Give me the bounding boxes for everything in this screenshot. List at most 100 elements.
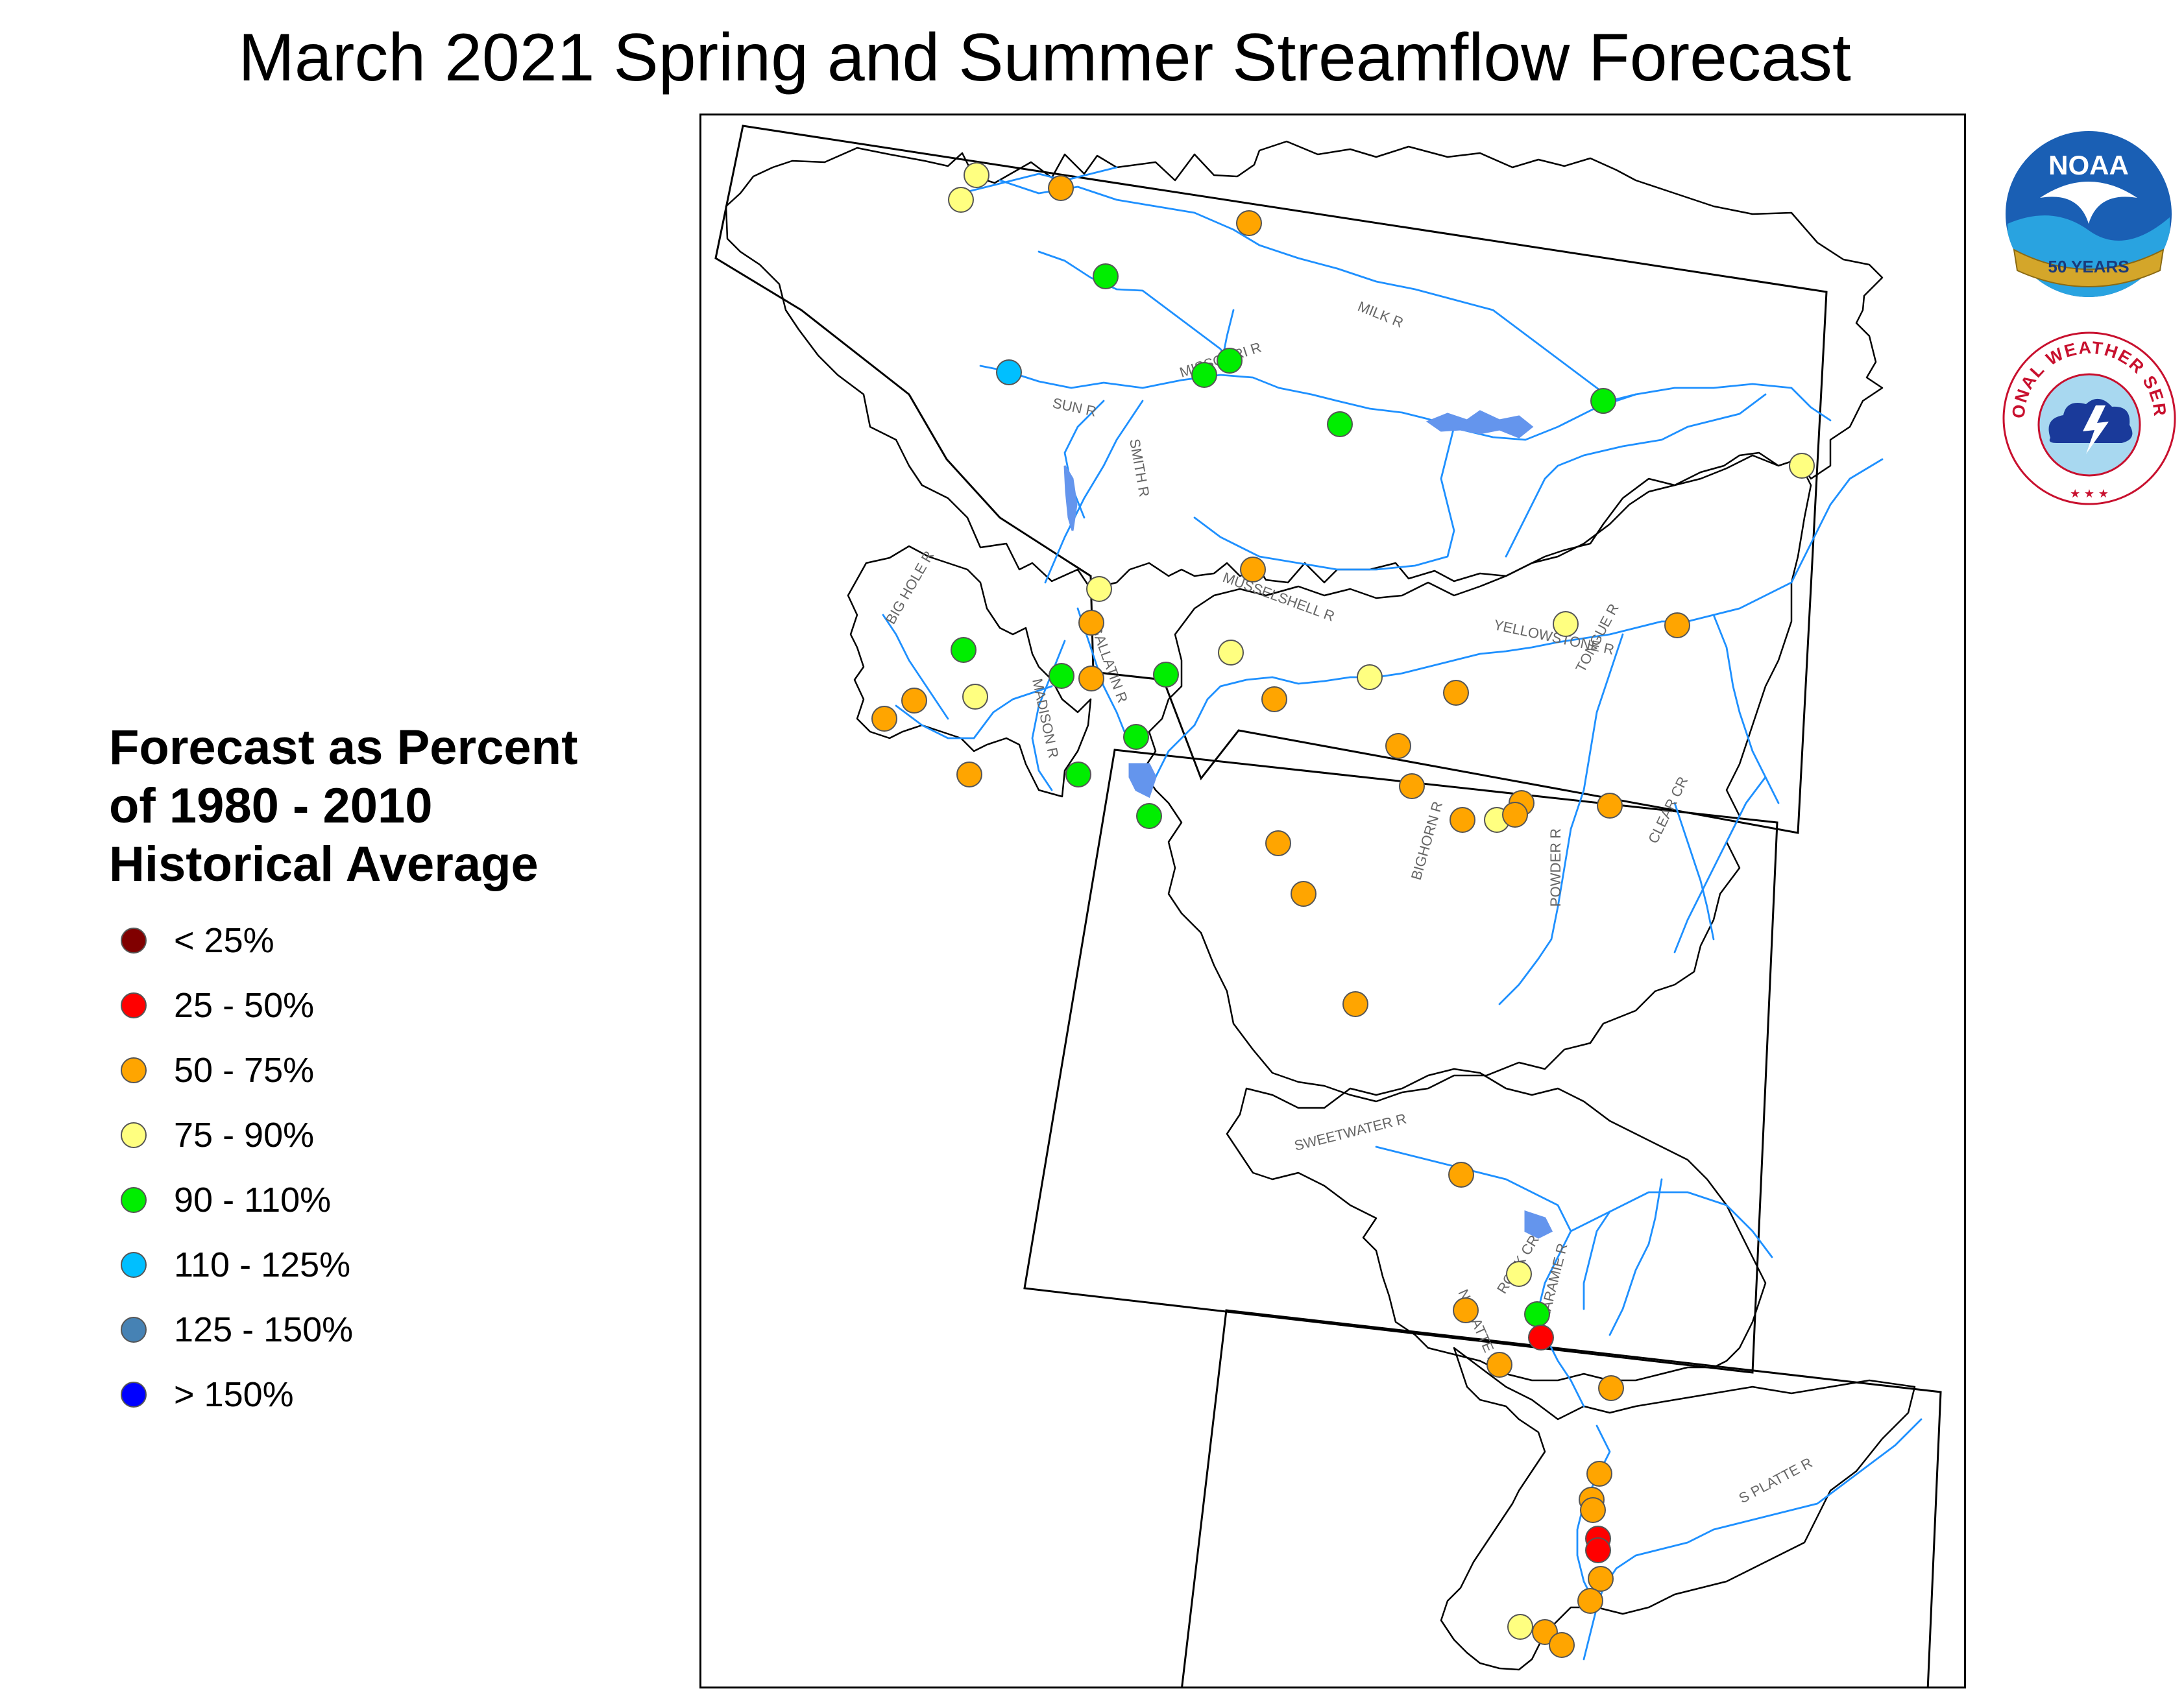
basin-outline-south-platte <box>1440 1347 1916 1671</box>
river-milk <box>999 179 1637 402</box>
river-tongue <box>1712 614 1780 804</box>
state-border-wyoming <box>1023 749 1778 1374</box>
forecast-point[interactable] <box>948 187 974 213</box>
river-rock-cr <box>1583 1210 1611 1310</box>
forecast-point[interactable] <box>1588 1566 1614 1592</box>
legend-label: < 25% <box>174 921 274 960</box>
basin-outline-upper-missouri <box>725 140 1884 590</box>
legend-title: Forecast as Percent of 1980 - 2010 Histo… <box>109 719 577 894</box>
forecast-point[interactable] <box>1217 348 1243 374</box>
forecast-point[interactable] <box>1093 263 1119 289</box>
forecast-point[interactable] <box>1327 411 1353 437</box>
state-borders <box>714 125 1942 1687</box>
forecast-point[interactable] <box>956 762 982 787</box>
legend-label: 75 - 90% <box>174 1116 315 1155</box>
forecast-point[interactable] <box>1123 724 1149 750</box>
forecast-point[interactable] <box>1549 1632 1575 1658</box>
state-border-colorado <box>1181 1309 1942 1687</box>
forecast-point[interactable] <box>962 684 988 710</box>
forecast-point[interactable] <box>1453 1297 1479 1323</box>
noaa-logo-icon: NOAA 50 YEARS <box>2003 128 2174 300</box>
forecast-point[interactable] <box>1585 1537 1611 1563</box>
forecast-point[interactable] <box>1586 1461 1612 1487</box>
basin-outline-yellowstone <box>1141 454 1812 1103</box>
forecast-point[interactable] <box>871 706 897 732</box>
legend-item: 90 - 110% <box>109 1168 577 1232</box>
forecast-point[interactable] <box>964 162 989 188</box>
river-label: SUN R <box>1051 394 1098 420</box>
river-clear <box>1673 802 1715 941</box>
river-label: BIGHORN R <box>1408 800 1446 882</box>
reservoir-pathfinder <box>1524 1210 1553 1239</box>
forecast-point[interactable] <box>1443 680 1469 706</box>
river-south-platte <box>1583 1418 1923 1661</box>
forecast-point[interactable] <box>1078 666 1104 691</box>
forecast-point[interactable] <box>901 688 927 714</box>
legend-item: > 150% <box>109 1362 577 1427</box>
forecast-point[interactable] <box>1291 881 1316 907</box>
legend-label: 50 - 75% <box>174 1051 315 1090</box>
legend-item: 125 - 150% <box>109 1297 577 1362</box>
forecast-point[interactable] <box>1507 1614 1533 1640</box>
forecast-point[interactable] <box>1598 1375 1624 1401</box>
noaa-badge-text: 50 YEARS <box>2048 257 2129 276</box>
forecast-point[interactable] <box>1664 612 1690 638</box>
forecast-point[interactable] <box>1218 640 1244 666</box>
legend-swatch <box>121 992 147 1018</box>
forecast-point[interactable] <box>1153 662 1179 688</box>
forecast-point[interactable] <box>1553 611 1579 637</box>
river-label: SWEETWATER R <box>1292 1111 1408 1154</box>
river-label: S PLATTE R <box>1736 1454 1815 1506</box>
river-bighorn <box>1498 633 1624 1005</box>
river-label: BIG HOLE R <box>882 548 938 627</box>
legend-swatch <box>121 1317 147 1343</box>
river-musselshell <box>1193 426 1455 571</box>
forecast-point[interactable] <box>1385 733 1411 759</box>
forecast-point[interactable] <box>1486 1352 1512 1378</box>
forecast-point[interactable] <box>1506 1261 1532 1287</box>
legend-swatch <box>121 1252 147 1278</box>
forecast-point[interactable] <box>1136 803 1162 829</box>
forecast-point[interactable] <box>1240 557 1266 582</box>
forecast-point[interactable] <box>1448 1162 1474 1188</box>
map-title: March 2021 Spring and Summer Streamflow … <box>238 20 1851 95</box>
forecast-point[interactable] <box>1577 1588 1603 1614</box>
forecast-point[interactable] <box>1528 1325 1554 1351</box>
legend-item: 50 - 75% <box>109 1038 577 1103</box>
forecast-point[interactable] <box>1236 210 1262 236</box>
forecast-point[interactable] <box>1597 793 1623 819</box>
legend-label: > 150% <box>174 1375 294 1414</box>
legend-swatch <box>121 1122 147 1148</box>
forecast-point[interactable] <box>1789 453 1815 479</box>
forecast-point[interactable] <box>1261 686 1287 712</box>
river-milk-headwater <box>960 166 1118 195</box>
river-missouri-upper <box>979 365 1832 441</box>
river-smith <box>1044 400 1144 584</box>
forecast-point[interactable] <box>951 637 977 663</box>
forecast-point[interactable] <box>1048 175 1074 201</box>
forecast-point[interactable] <box>1524 1301 1550 1327</box>
forecast-points <box>871 162 1815 1658</box>
forecast-point[interactable] <box>1191 362 1217 388</box>
forecast-point[interactable] <box>1086 576 1112 602</box>
forecast-point[interactable] <box>1502 802 1528 828</box>
forecast-point[interactable] <box>1580 1497 1606 1523</box>
forecast-point[interactable] <box>1065 762 1091 787</box>
svg-text:★ ★ ★: ★ ★ ★ <box>2070 487 2109 501</box>
forecast-point[interactable] <box>1399 773 1425 799</box>
rivers <box>882 166 1923 1661</box>
forecast-point[interactable] <box>1450 807 1475 833</box>
river-sweetwater <box>1375 1146 1572 1232</box>
forecast-point[interactable] <box>1049 663 1074 689</box>
river-missouri-lower <box>1505 393 1767 558</box>
forecast-point[interactable] <box>1078 610 1104 636</box>
forecast-point[interactable] <box>1357 664 1383 690</box>
river-jefferson <box>973 685 1053 739</box>
forecast-point[interactable] <box>1265 830 1291 856</box>
reservoir-fort-peck <box>1426 410 1534 438</box>
forecast-point[interactable] <box>996 359 1022 385</box>
legend-title-line-1: Forecast as Percent <box>109 720 578 775</box>
river-yellowstone <box>1193 458 1884 726</box>
forecast-point[interactable] <box>1342 991 1368 1017</box>
forecast-point[interactable] <box>1590 388 1616 414</box>
